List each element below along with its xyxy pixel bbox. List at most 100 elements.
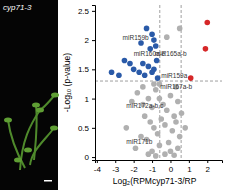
point — [203, 46, 209, 52]
x-tick-mark — [170, 160, 171, 163]
x-tick-mark — [207, 160, 208, 163]
point — [173, 119, 179, 125]
x-tick-label: 0 — [169, 165, 174, 174]
stem — [40, 95, 55, 110]
point — [116, 72, 122, 78]
point-label: miR159b — [123, 34, 149, 41]
point — [151, 81, 157, 87]
x-axis: -4 -3 -2 -1 0 1 2 — [94, 160, 223, 174]
x-tick-mark — [134, 160, 135, 163]
point — [155, 131, 161, 137]
point — [151, 125, 157, 131]
point — [164, 34, 170, 40]
y-tick-label: 0 — [85, 153, 90, 162]
y-tick: 0 — [85, 153, 95, 162]
point — [154, 58, 160, 64]
point — [144, 26, 150, 32]
leaf — [36, 108, 44, 113]
x-axis-label: Log₂(RPMcyp71-3/RP — [113, 176, 197, 186]
point — [140, 61, 146, 67]
point — [140, 84, 146, 90]
x-tick-mark — [189, 160, 190, 163]
point — [122, 58, 128, 64]
point — [151, 37, 157, 43]
leaf — [24, 148, 32, 153]
point — [109, 69, 115, 75]
point — [149, 69, 155, 75]
series — [188, 20, 210, 81]
y-tick: 2.5 — [78, 7, 95, 16]
x-tick-label: 2 — [206, 165, 211, 174]
y-tick-mark — [92, 128, 95, 129]
x-tick: 0 — [169, 160, 174, 174]
x-tick-label: -3 — [112, 165, 120, 174]
x-tick-label: -4 — [94, 165, 102, 174]
x-tick-label: -2 — [131, 165, 139, 174]
x-tick-mark — [115, 160, 116, 163]
x-tick: -2 — [131, 160, 139, 174]
y-tick: 0.5 — [78, 124, 95, 133]
y-tick-label: 1.5 — [78, 65, 90, 74]
point — [157, 143, 163, 149]
x-tick-label: 1 — [187, 165, 192, 174]
point — [175, 146, 181, 152]
point-label: miR167a-b — [160, 83, 192, 90]
x-tick-mark — [97, 160, 98, 163]
point — [153, 87, 159, 93]
y-tick-mark — [92, 11, 95, 12]
point — [153, 153, 159, 159]
point-label: miR159a — [161, 72, 187, 79]
point — [136, 69, 142, 75]
y-tick-label: 2.5 — [78, 7, 90, 16]
plant — [4, 93, 59, 171]
point-label: miR172a-b,c — [126, 102, 164, 109]
point-label: miR171b — [126, 138, 152, 145]
point — [133, 146, 139, 152]
y-axis-label: -Log₁₀ (p-value) — [62, 53, 72, 112]
y-axis: 0 0.5 1 1.5 2 2.5 — [78, 6, 96, 163]
point — [175, 99, 181, 105]
y-tick-mark — [92, 69, 95, 70]
point — [123, 125, 129, 131]
y-tick-mark — [92, 157, 95, 158]
point — [162, 151, 168, 157]
point — [157, 96, 163, 102]
figure: cyp71-3 -4 -3 -2 -1 0 1 2 0 0.5 1 1.5 2 2.5 Log₂(RPMcy… — [0, 0, 226, 190]
photo-label: cyp71-3 — [3, 3, 32, 12]
leaf — [32, 103, 40, 108]
point — [149, 31, 155, 37]
point — [188, 75, 194, 81]
y-tick: 2 — [85, 36, 95, 45]
x-tick-mark — [152, 160, 153, 163]
leaf — [14, 158, 22, 163]
point — [182, 125, 188, 131]
y-tick: 1 — [85, 95, 95, 104]
point — [168, 93, 174, 99]
y-tick-label: 2 — [85, 36, 90, 45]
y-tick-mark — [92, 99, 95, 100]
x-tick: -3 — [112, 160, 120, 174]
x-tick: -4 — [94, 160, 102, 174]
point — [146, 64, 152, 70]
stem — [34, 105, 37, 160]
point — [164, 107, 170, 113]
annotations: miR159bmiR160a-cmiR165a-bmiR159amiR167a-… — [123, 34, 193, 145]
point-label: miR165a-b — [155, 50, 187, 57]
series — [123, 26, 187, 159]
point — [127, 61, 133, 67]
point — [177, 134, 183, 140]
point — [153, 43, 159, 49]
point — [170, 128, 176, 134]
stem — [8, 120, 25, 168]
point — [179, 110, 185, 116]
y-tick-label: 1 — [85, 95, 90, 104]
photo: cyp71-3 — [0, 0, 59, 190]
y-tick-label: 0.5 — [78, 124, 90, 133]
point — [142, 72, 148, 78]
plot-area — [95, 5, 222, 160]
point — [162, 122, 168, 128]
x-tick-label: -1 — [149, 165, 157, 174]
y-tick-mark — [92, 40, 95, 41]
point — [131, 67, 137, 73]
point — [158, 116, 164, 122]
